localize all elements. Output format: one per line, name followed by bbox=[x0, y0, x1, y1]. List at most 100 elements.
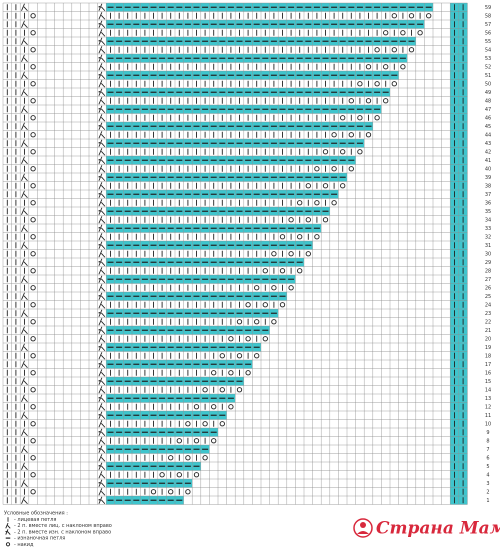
p2tog-dot bbox=[98, 209, 101, 212]
k2tog bbox=[21, 428, 28, 437]
yarn-over bbox=[408, 47, 415, 53]
yarn-over bbox=[400, 64, 406, 70]
yarn-over bbox=[365, 132, 372, 138]
p2tog bbox=[98, 173, 106, 182]
row-number: 38 bbox=[485, 183, 491, 189]
row-number: 6 bbox=[486, 455, 489, 461]
legend-item: - накид bbox=[14, 542, 34, 547]
row-number: 56 bbox=[485, 30, 491, 36]
p2tog bbox=[98, 20, 106, 29]
yarn-over bbox=[314, 166, 320, 172]
row-number: 35 bbox=[485, 209, 491, 215]
yarn-over bbox=[322, 217, 329, 223]
row-number: 7 bbox=[486, 447, 489, 453]
p2tog-dot bbox=[98, 141, 101, 144]
p2tog-dot bbox=[98, 192, 101, 195]
row-number: 21 bbox=[485, 328, 491, 334]
k2tog bbox=[21, 292, 28, 301]
p2tog-dot bbox=[98, 124, 101, 127]
yarn-over bbox=[30, 387, 36, 393]
row-number: 19 bbox=[485, 345, 491, 351]
k2tog bbox=[98, 199, 106, 207]
yarn-over bbox=[297, 268, 303, 274]
p2tog bbox=[98, 156, 106, 165]
row-number: 30 bbox=[485, 251, 491, 257]
k2tog bbox=[21, 309, 28, 318]
yarn-over bbox=[30, 217, 36, 223]
row-number: 8 bbox=[486, 438, 489, 444]
k2tog bbox=[98, 267, 106, 275]
yarn-over bbox=[408, 13, 415, 19]
p2tog bbox=[98, 309, 106, 318]
p2tog bbox=[98, 139, 106, 148]
p2tog-dot bbox=[98, 379, 101, 382]
k2tog bbox=[98, 454, 106, 462]
k2tog bbox=[21, 105, 28, 114]
p2tog-dot bbox=[98, 396, 101, 399]
row-number: 12 bbox=[485, 404, 491, 410]
row-number: 9 bbox=[486, 430, 489, 436]
k2tog bbox=[21, 122, 28, 131]
yarn-over bbox=[228, 404, 234, 410]
k2tog bbox=[21, 377, 28, 386]
row-number: 37 bbox=[485, 192, 491, 198]
k2tog bbox=[21, 496, 28, 505]
yarn-over bbox=[30, 438, 36, 444]
p2tog-dot bbox=[98, 226, 101, 229]
yarn-over bbox=[262, 268, 268, 274]
yarn-over bbox=[357, 115, 363, 121]
row-number: 45 bbox=[485, 124, 491, 130]
yarn-over bbox=[305, 217, 311, 223]
yarn-over bbox=[30, 81, 36, 87]
k2tog bbox=[98, 80, 106, 88]
yarn-over bbox=[331, 200, 337, 206]
yarn-over bbox=[271, 319, 277, 325]
k2tog bbox=[98, 97, 106, 105]
yarn-over bbox=[211, 370, 217, 376]
yarn-over bbox=[322, 149, 329, 155]
k2tog bbox=[98, 12, 106, 20]
p2tog bbox=[98, 343, 106, 352]
yarn-over bbox=[314, 200, 320, 206]
k2tog bbox=[21, 190, 28, 199]
yarn-over bbox=[30, 319, 36, 325]
row-number: 29 bbox=[485, 260, 491, 266]
p2tog-dot bbox=[98, 175, 101, 178]
row-number: 50 bbox=[485, 81, 491, 87]
row-number: 3 bbox=[486, 481, 489, 487]
k2tog bbox=[98, 386, 106, 394]
yarn-over bbox=[176, 472, 182, 478]
k2tog bbox=[98, 284, 106, 292]
row-number: 43 bbox=[485, 141, 491, 147]
yarn-over bbox=[30, 166, 36, 172]
p2tog-dot bbox=[98, 73, 101, 76]
yarn-over bbox=[168, 455, 174, 461]
p2tog-dot bbox=[98, 90, 101, 93]
k2tog bbox=[21, 479, 28, 488]
row-number: 31 bbox=[485, 243, 491, 249]
yarn-over bbox=[331, 132, 337, 138]
p2tog-dot bbox=[98, 447, 101, 450]
yarn-over bbox=[340, 115, 346, 121]
k2tog bbox=[21, 54, 28, 63]
yarn-over bbox=[262, 336, 268, 342]
yarn-over bbox=[305, 251, 311, 257]
p2tog bbox=[98, 275, 106, 284]
yarn-over bbox=[202, 387, 208, 393]
p2tog-dot bbox=[98, 39, 101, 42]
k2tog bbox=[21, 326, 28, 335]
yarn-over bbox=[245, 336, 251, 342]
yarn-over bbox=[30, 404, 36, 410]
legend-item: - 2 п. вместе лиц. с наклоном вправо bbox=[14, 523, 112, 529]
p2tog bbox=[98, 224, 106, 233]
yarn-over bbox=[30, 455, 36, 461]
k2tog bbox=[21, 173, 28, 182]
yarn-over bbox=[391, 13, 397, 19]
row-number: 26 bbox=[485, 285, 491, 291]
yarn-over bbox=[150, 489, 157, 495]
yarn-over bbox=[297, 200, 303, 206]
p2tog bbox=[98, 411, 106, 420]
row-number: 34 bbox=[485, 217, 491, 223]
yarn-over bbox=[245, 302, 251, 308]
yarn-over bbox=[30, 30, 36, 36]
